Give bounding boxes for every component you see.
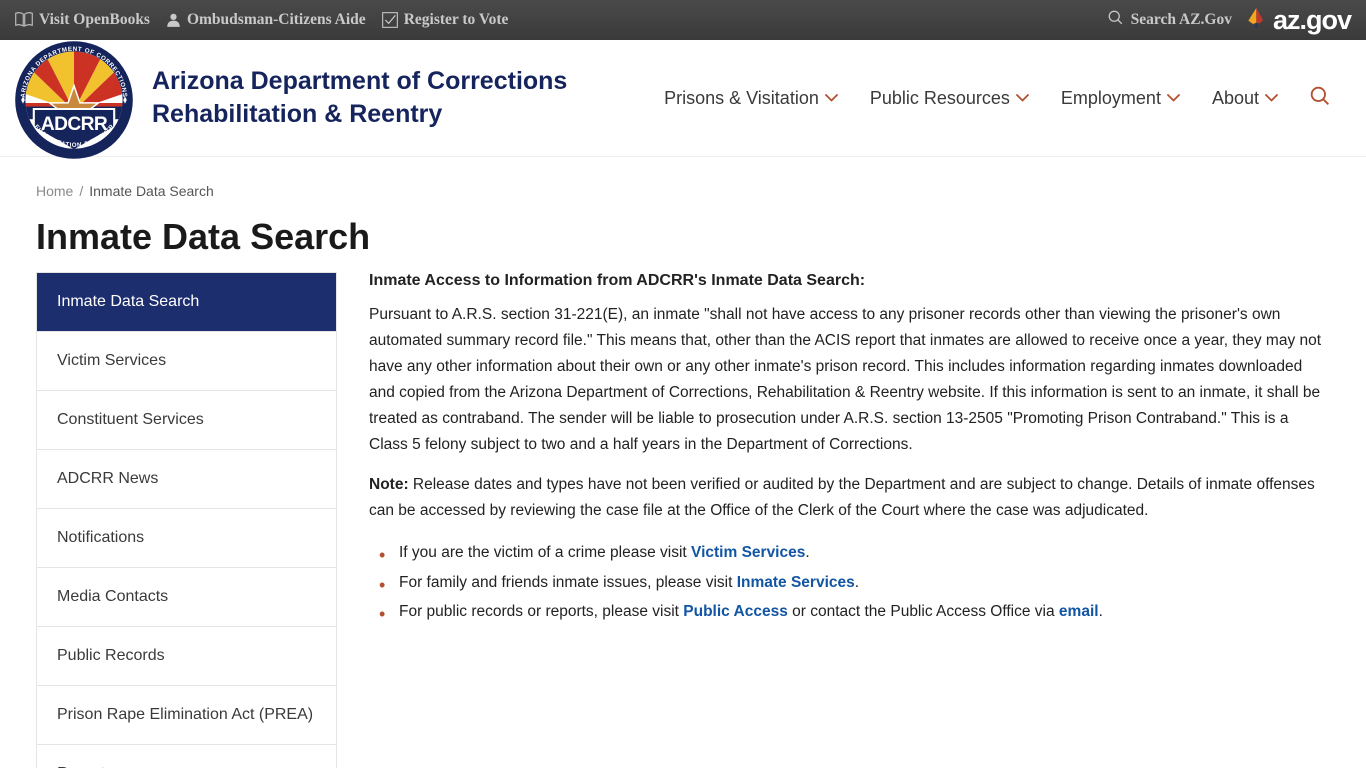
svg-text:ADCRR: ADCRR <box>41 114 108 135</box>
